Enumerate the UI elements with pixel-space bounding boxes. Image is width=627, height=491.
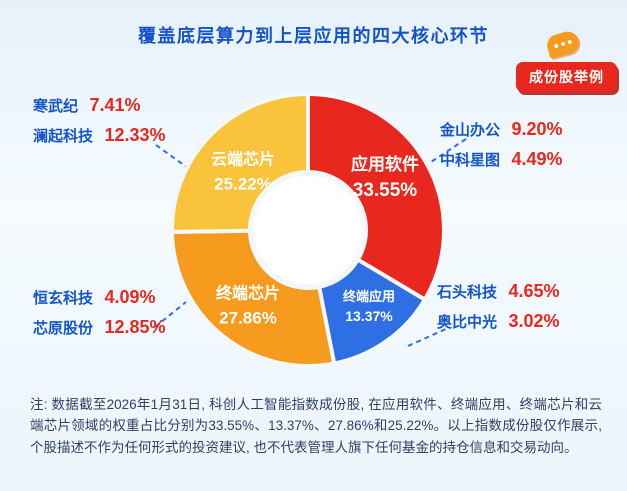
slice-name: 云端芯片 <box>210 151 276 169</box>
slice-percent: 25.22% <box>214 174 272 194</box>
donut-svg <box>170 92 446 368</box>
holding-row: 恒玄科技 4.09% <box>33 287 166 308</box>
footnote: 注: 数据截至2026年1月31日, 科创人工智能指数成份股, 在应用软件、终端… <box>30 397 602 455</box>
stock-weight: 9.20% <box>511 119 563 139</box>
holding-row: 芯原股份 12.85% <box>33 317 166 338</box>
stock-name: 恒玄科技 <box>33 290 94 307</box>
holding-row: 澜起科技 12.33% <box>33 125 166 146</box>
slice-label-app-software: 应用软件 33.55% <box>351 150 419 202</box>
page-title: 覆盖底层算力到上层应用的四大核心环节 <box>138 26 489 46</box>
donut-segment <box>306 92 446 302</box>
slice-percent: 33.55% <box>352 180 418 201</box>
holding-row: 中科星图 4.49% <box>440 149 563 170</box>
stock-name: 石头科技 <box>437 284 498 301</box>
stock-weight: 7.41% <box>89 95 141 115</box>
holdings-bottom-left: 恒玄科技 4.09% 芯原股份 12.85% <box>33 287 166 347</box>
slice-label-cloud-chip: 云端芯片 25.22% <box>211 146 275 195</box>
holdings-top-right: 金山办公 9.20% 中科星图 4.49% <box>440 119 563 179</box>
slice-percent: 13.37% <box>345 308 393 324</box>
stock-weight: 4.49% <box>511 149 563 169</box>
donut-hole <box>254 176 362 284</box>
stock-weight: 4.09% <box>104 287 156 307</box>
constituents-badge: 成份股举例 <box>516 62 617 92</box>
stock-name: 中科星图 <box>440 152 501 169</box>
stock-name: 澜起科技 <box>33 128 94 145</box>
slice-label-terminal-app: 终端应用 13.37% <box>343 286 395 324</box>
holding-row: 奥比中光 3.02% <box>437 311 560 332</box>
stock-name: 寒武纪 <box>33 98 79 115</box>
holdings-bottom-right: 石头科技 4.65% 奥比中光 3.02% <box>437 281 560 341</box>
slice-label-terminal-chip: 终端芯片 27.86% <box>216 280 280 329</box>
slice-name: 终端芯片 <box>215 285 281 303</box>
stock-weight: 4.65% <box>508 281 560 301</box>
stock-weight: 3.02% <box>508 311 560 331</box>
donut-chart <box>168 90 448 370</box>
holding-row: 石头科技 4.65% <box>437 281 560 302</box>
slice-percent: 27.86% <box>219 308 277 328</box>
stock-name: 奥比中光 <box>437 314 498 331</box>
donut-segment <box>170 92 310 234</box>
holding-row: 寒武纪 7.41% <box>33 95 166 116</box>
holding-row: 金山办公 9.20% <box>440 119 563 140</box>
holdings-top-left: 寒武纪 7.41% 澜起科技 12.33% <box>33 95 166 155</box>
slice-name: 终端应用 <box>342 289 396 304</box>
stock-name: 金山办公 <box>440 122 501 139</box>
donut-segment <box>170 228 337 368</box>
stock-weight: 12.85% <box>104 317 166 337</box>
slice-name: 应用软件 <box>351 155 419 174</box>
stock-name: 芯原股份 <box>33 320 94 337</box>
stock-weight: 12.33% <box>104 125 166 145</box>
